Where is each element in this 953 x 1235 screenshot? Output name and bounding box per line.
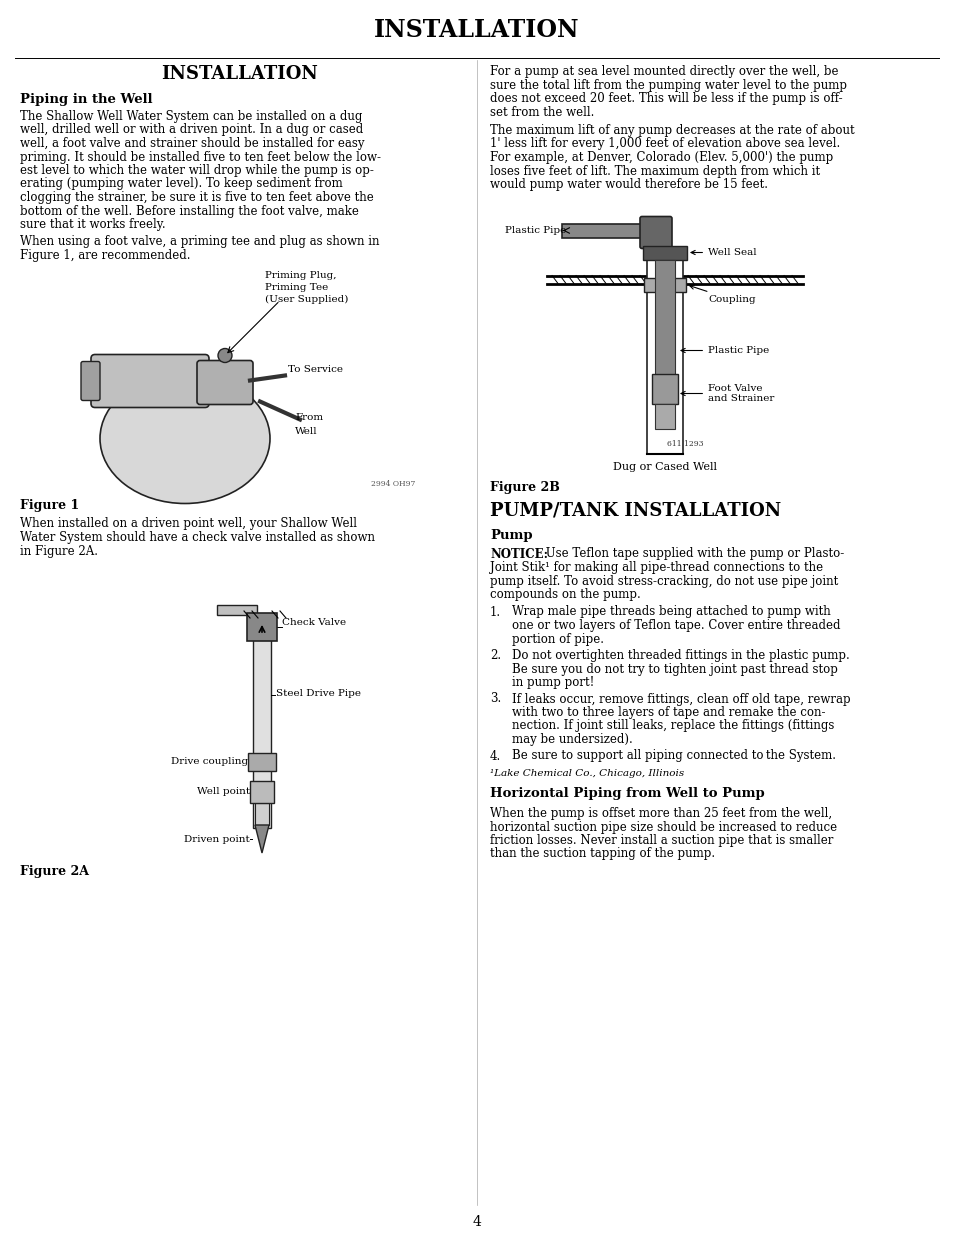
Text: To Service: To Service [288,364,343,373]
Text: If leaks occur, remove fittings, clean off old tape, rewrap: If leaks occur, remove fittings, clean o… [512,693,850,705]
Text: Joint Stik¹ for making all pipe-thread connections to the: Joint Stik¹ for making all pipe-thread c… [490,561,822,574]
Text: Horizontal Piping from Well to Pump: Horizontal Piping from Well to Pump [490,787,764,800]
Text: Dug or Cased Well: Dug or Cased Well [613,462,717,472]
Text: When installed on a driven point well, your Shallow Well: When installed on a driven point well, y… [20,517,356,531]
Bar [651,373,678,404]
FancyBboxPatch shape [639,216,671,248]
Polygon shape [254,825,269,853]
Text: Figure 1: Figure 1 [20,499,79,513]
Text: PUMP/TANK INSTALLATION: PUMP/TANK INSTALLATION [490,501,781,520]
FancyBboxPatch shape [91,354,209,408]
Text: When the pump is offset more than 25 feet from the well,: When the pump is offset more than 25 fee… [490,806,831,820]
Text: pump itself. To avoid stress-cracking, do not use pipe joint: pump itself. To avoid stress-cracking, d… [490,574,838,588]
Text: Figure 1, are recommended.: Figure 1, are recommended. [20,249,191,262]
Text: Well: Well [294,426,317,436]
Text: Foot Valve
and Strainer: Foot Valve and Strainer [680,384,774,403]
Text: Piping in the Well: Piping in the Well [20,93,152,106]
Text: INSTALLATION: INSTALLATION [374,19,579,42]
Text: Use Teflon tape supplied with the pump or Plasto-: Use Teflon tape supplied with the pump o… [541,547,843,561]
Text: well, a foot valve and strainer should be installed for easy: well, a foot valve and strainer should b… [20,137,364,149]
Bar [655,404,675,429]
FancyBboxPatch shape [81,362,100,400]
Bar [216,605,256,615]
Text: Coupling: Coupling [689,285,755,304]
Text: ¹Lake Chemical Co., Chicago, Illinois: ¹Lake Chemical Co., Chicago, Illinois [490,769,683,778]
Text: Well Seal: Well Seal [690,248,756,257]
Text: Figure 2A: Figure 2A [20,864,89,878]
Bar [646,259,682,453]
Text: than the suction tapping of the pump.: than the suction tapping of the pump. [490,847,715,861]
Bar [253,638,271,827]
Text: would pump water would therefore be 15 feet.: would pump water would therefore be 15 f… [490,178,767,191]
Text: NOTICE:: NOTICE: [490,547,547,561]
Text: compounds on the pump.: compounds on the pump. [490,588,640,601]
Text: Drive coupling: Drive coupling [171,757,248,767]
Text: nection. If joint still leaks, replace the fittings (fittings: nection. If joint still leaks, replace t… [512,720,834,732]
Text: 2.: 2. [490,650,500,662]
Text: Be sure you do not try to tighten joint past thread stop: Be sure you do not try to tighten joint … [512,662,837,676]
Bar [655,259,675,388]
Text: 2994 OH97: 2994 OH97 [370,480,415,489]
Text: Driven point: Driven point [184,835,250,844]
FancyBboxPatch shape [196,361,253,405]
Text: does not exceed 20 feet. This will be less if the pump is off-: does not exceed 20 feet. This will be le… [490,91,841,105]
Text: with two to three layers of tape and remake the con-: with two to three layers of tape and rem… [512,706,824,719]
Text: Steel Drive Pipe: Steel Drive Pipe [275,688,360,698]
Text: portion of pipe.: portion of pipe. [512,632,603,646]
Text: est level to which the water will drop while the pump is op-: est level to which the water will drop w… [20,164,374,177]
Circle shape [218,348,232,363]
Text: Priming Plug,: Priming Plug, [265,270,336,279]
Text: Wrap male pipe threads being attached to pump with: Wrap male pipe threads being attached to… [512,605,830,619]
Text: friction losses. Never install a suction pipe that is smaller: friction losses. Never install a suction… [490,834,833,847]
Text: Well point: Well point [196,788,250,797]
Text: The Shallow Well Water System can be installed on a dug: The Shallow Well Water System can be ins… [20,110,362,124]
Text: horizontal suction pipe size should be increased to reduce: horizontal suction pipe size should be i… [490,820,836,834]
Text: 4.: 4. [490,750,500,762]
Text: Do not overtighten threaded fittings in the plastic pump.: Do not overtighten threaded fittings in … [512,650,849,662]
Text: Plastic Pipe: Plastic Pipe [504,226,566,235]
Text: clogging the strainer, be sure it is five to ten feet above the: clogging the strainer, be sure it is fiv… [20,191,374,204]
Text: in Figure 2A.: in Figure 2A. [20,545,98,557]
Text: erating (pumping water level). To keep sediment from: erating (pumping water level). To keep s… [20,178,342,190]
Text: Plastic Pipe: Plastic Pipe [680,346,768,354]
Text: Figure 2B: Figure 2B [490,482,559,494]
Text: loses five feet of lift. The maximum depth from which it: loses five feet of lift. The maximum dep… [490,164,820,178]
Text: 4: 4 [472,1215,481,1229]
Bar [247,613,276,641]
Text: From: From [294,414,323,422]
Text: Check Valve: Check Valve [282,618,346,627]
Text: may be undersized).: may be undersized). [512,734,632,746]
Bar [642,246,686,259]
Text: The maximum lift of any pump decreases at the rate of about: The maximum lift of any pump decreases a… [490,124,854,137]
Text: Priming Tee: Priming Tee [265,283,328,291]
Text: Water System should have a check valve installed as shown: Water System should have a check valve i… [20,531,375,543]
Bar [248,753,275,771]
Text: INSTALLATION: INSTALLATION [161,65,318,83]
Text: priming. It should be installed five to ten feet below the low-: priming. It should be installed five to … [20,151,380,163]
Text: sure that it works freely.: sure that it works freely. [20,219,166,231]
Bar [254,803,269,825]
Text: For example, at Denver, Colorado (Elev. 5,000') the pump: For example, at Denver, Colorado (Elev. … [490,151,832,164]
Text: 611 1293: 611 1293 [666,441,703,448]
Text: 3.: 3. [490,693,500,705]
Bar [250,781,274,803]
Bar [643,278,685,291]
Text: Be sure to support all piping connected to the System.: Be sure to support all piping connected … [512,750,835,762]
Text: sure the total lift from the pumping water level to the pump: sure the total lift from the pumping wat… [490,79,846,91]
Text: Pump: Pump [490,530,532,542]
Text: one or two layers of Teflon tape. Cover entire threaded: one or two layers of Teflon tape. Cover … [512,619,840,632]
Bar [561,224,643,237]
Text: bottom of the well. Before installing the foot valve, make: bottom of the well. Before installing th… [20,205,358,217]
Text: in pump port!: in pump port! [512,676,594,689]
Text: 1.: 1. [490,605,500,619]
Text: For a pump at sea level mounted directly over the well, be: For a pump at sea level mounted directly… [490,65,838,78]
Text: set from the well.: set from the well. [490,105,594,119]
Text: 1' less lift for every 1,000 feet of elevation above sea level.: 1' less lift for every 1,000 feet of ele… [490,137,840,151]
Text: (User Supplied): (User Supplied) [265,294,348,304]
Ellipse shape [100,373,270,504]
Text: well, drilled well or with a driven point. In a dug or cased: well, drilled well or with a driven poin… [20,124,363,137]
Text: When using a foot valve, a priming tee and plug as shown in: When using a foot valve, a priming tee a… [20,236,379,248]
